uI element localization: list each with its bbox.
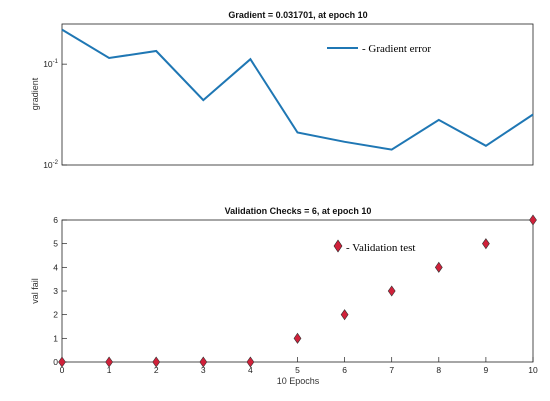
validation-x-tick-9: 9 [484,357,489,375]
validation-x-tick-label-4: 4 [248,365,253,375]
validation-y-tick-label-0: 0 [53,357,58,367]
gradient-y-tick-1: 10-1 [43,59,67,69]
validation-points [58,214,537,368]
gradient-axes [61,23,534,166]
validation-y-tick-5: 5 [53,239,67,249]
validation-point-epoch-10 [529,214,537,226]
validation-y-tick-2: 2 [53,310,67,320]
validation-point-epoch-6 [340,309,349,321]
validation-x-tick-label-2: 2 [154,365,159,375]
validation-x-axis-label: 10 Epochs [277,376,320,386]
validation-x-tick-label-1: 1 [107,365,112,375]
validation-point-epoch-4 [246,356,255,368]
validation-y-tick-label-6: 6 [53,215,58,225]
gradient-y-tick-2: 10-2 [43,160,67,170]
validation-point-epoch-1 [105,356,113,368]
validation-y-axis-label: val fail [30,278,40,304]
gradient-chart-title: Gradient = 0.031701, at epoch 10 [228,10,367,20]
validation-y-tick-3: 3 [53,286,67,296]
validation-legend-marker [333,239,343,253]
gradient-error-line [61,28,534,151]
gradient-y-tick-label-2: 10-2 [43,160,58,170]
validation-point-epoch-5 [293,332,302,344]
gradient-y-ticks: 10-1 10-2 [43,59,67,170]
validation-y-tick-label-4: 4 [53,262,58,272]
validation-x-tick-label-9: 9 [484,365,489,375]
validation-x-tick-6: 6 [342,357,347,375]
validation-x-tick-label-0: 0 [60,365,65,375]
validation-y-tick-label-5: 5 [53,239,58,249]
gradient-y-tick-exp-1: -1 [53,59,59,65]
validation-point-epoch-8 [434,261,443,273]
validation-x-tick-5: 5 [295,357,300,375]
validation-x-tick-8: 8 [436,357,441,375]
validation-y-tick-label-1: 1 [53,333,58,343]
gradient-chart: Gradient = 0.031701, at epoch 10 gradien… [30,10,534,170]
gradient-legend: - Gradient error [327,43,431,55]
validation-x-tick-label-7: 7 [389,365,394,375]
validation-y-tick-4: 4 [53,262,67,272]
validation-legend-label: - Validation test [346,242,415,254]
validation-x-tick-label-8: 8 [436,365,441,375]
gradient-y-axis-label: gradient [30,77,40,110]
validation-x-tick-label-6: 6 [342,365,347,375]
validation-legend: - Validation test [333,239,415,254]
validation-x-tick-10: 10 [528,357,538,375]
validation-chart-title: Validation Checks = 6, at epoch 10 [225,206,372,216]
gradient-y-tick-base-2: 10 [43,160,53,170]
validation-point-epoch-7 [387,285,396,297]
gradient-legend-label: - Gradient error [362,43,431,55]
validation-point-epoch-3 [199,356,208,368]
validation-x-tick-label-10: 10 [528,365,538,375]
validation-chart: Validation Checks = 6, at epoch 10 val f… [30,206,538,386]
validation-y-tick-label-2: 2 [53,310,58,320]
validation-point-epoch-2 [152,356,161,368]
validation-y-ticks: 0 1 2 3 4 5 6 [53,215,67,367]
validation-y-tick-label-3: 3 [53,286,58,296]
validation-y-tick-6: 6 [53,215,67,225]
validation-x-tick-7: 7 [389,357,394,375]
gradient-y-tick-exp-2: -2 [53,160,59,166]
validation-point-epoch-0 [58,356,66,368]
gradient-y-tick-base-1: 10 [43,59,53,69]
validation-point-epoch-9 [482,238,490,250]
validation-x-tick-label-5: 5 [295,365,300,375]
validation-x-tick-label-3: 3 [201,365,206,375]
validation-y-tick-1: 1 [53,333,67,343]
gradient-y-tick-label-1: 10-1 [43,59,58,69]
